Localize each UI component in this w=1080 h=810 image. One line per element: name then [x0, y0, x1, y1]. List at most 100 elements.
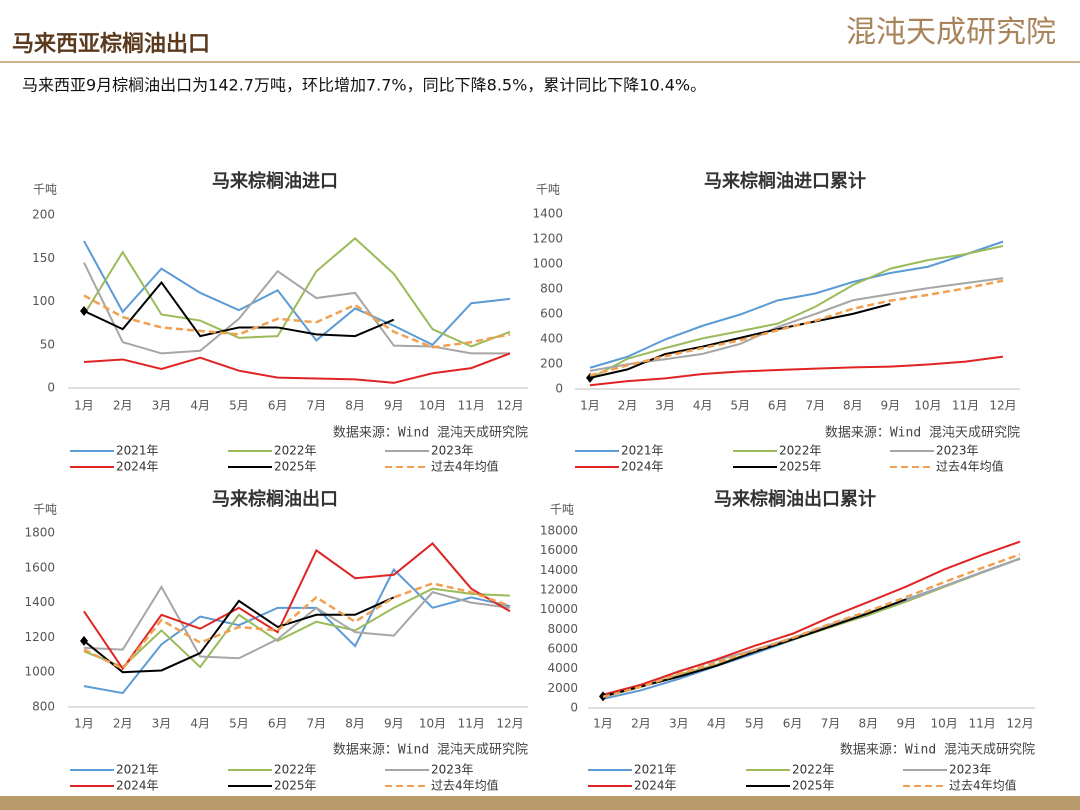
series-line: [589, 303, 891, 379]
x-tick-label: 7月: [821, 717, 841, 731]
source: 数据来源：Wind 混沌天成研究院: [333, 426, 528, 441]
legend-label: 2022年: [274, 444, 317, 458]
legend-label: 过去4年均值: [936, 459, 1004, 474]
legend-label: 过去4年均值: [431, 778, 499, 793]
legend-label: 2025年: [792, 779, 835, 793]
y-tick-label: 200: [540, 357, 563, 371]
legend-label: 2023年: [431, 763, 474, 777]
legend-label: 2022年: [274, 763, 317, 777]
x-tick-label: 9月: [896, 717, 916, 731]
y-tick-label: 18000: [540, 524, 578, 538]
x-tick-label: 3月: [669, 717, 689, 731]
y-tick-label: 1200: [532, 232, 563, 246]
x-tick-label: 5月: [229, 717, 249, 731]
legend-label: 2025年: [779, 460, 822, 474]
y-tick-label: 14000: [540, 563, 578, 577]
y-tick-label: 8000: [547, 622, 578, 636]
x-tick-label: 8月: [843, 399, 863, 413]
x-tick-label: 7月: [307, 717, 327, 731]
x-tick-label: 2月: [113, 717, 133, 731]
x-tick-label: 5月: [730, 399, 750, 413]
y-tick-label: 2000: [547, 681, 578, 695]
series-line: [589, 245, 1004, 380]
chart-title: 马来棕榈油出口累计: [714, 488, 876, 510]
x-tick-label: 7月: [307, 399, 327, 413]
x-tick-label: 10月: [914, 399, 941, 413]
x-tick-label: 2月: [631, 717, 651, 731]
legend-label: 2021年: [634, 763, 677, 777]
x-tick-label: 1月: [74, 717, 94, 731]
series-line: [602, 553, 1021, 699]
x-tick-label: 8月: [859, 717, 879, 731]
y-tick-label: 100: [32, 294, 55, 308]
y-tick-label: 1600: [24, 560, 55, 574]
x-tick-label: 4月: [707, 717, 727, 731]
summary: 马来西亚9月棕榈油出口为142.7万吨，环比增加7.7%，同比下降8.5%，累计…: [22, 76, 706, 95]
y-tick-label: 12000: [540, 583, 578, 597]
x-tick-label: 3月: [152, 717, 172, 731]
page-title: 马来西亚棕榈油出口: [12, 31, 210, 57]
legend-label: 2023年: [431, 444, 474, 458]
series-line: [83, 542, 511, 671]
y-tick-label: 50: [40, 337, 55, 351]
series-line: [83, 352, 511, 384]
x-tick-label: 2月: [113, 399, 133, 413]
x-tick-label: 7月: [805, 399, 825, 413]
legend-label: 2022年: [792, 763, 835, 777]
chart-title: 马来棕榈油进口累计: [704, 170, 866, 192]
x-tick-label: 5月: [229, 399, 249, 413]
x-tick-label: 9月: [881, 399, 901, 413]
legend-label: 2025年: [274, 779, 317, 793]
series-line: [589, 240, 1004, 369]
x-tick-label: 4月: [190, 399, 210, 413]
series-line: [83, 240, 511, 346]
series-line: [83, 262, 510, 355]
y-unit: 千吨: [536, 183, 560, 197]
chart-title: 马来棕榈油出口: [212, 488, 338, 510]
series-line: [83, 237, 511, 348]
legend-label: 过去4年均值: [431, 459, 499, 474]
y-tick-label: 800: [540, 282, 563, 296]
series-line: [602, 557, 1021, 700]
legend-label: 2022年: [779, 444, 822, 458]
series-line: [589, 355, 1004, 387]
x-tick-label: 12月: [989, 399, 1016, 413]
x-tick-label: 4月: [693, 399, 713, 413]
x-tick-label: 8月: [345, 399, 365, 413]
legend-label: 2024年: [116, 460, 159, 474]
x-tick-label: 11月: [952, 399, 979, 413]
series-line: [83, 584, 511, 660]
series-line: [83, 567, 511, 695]
y-tick-label: 16000: [540, 543, 578, 557]
y-tick-label: 0: [47, 381, 55, 395]
x-tick-label: 11月: [968, 717, 995, 731]
x-tick-label: 6月: [268, 717, 288, 731]
logo: 混沌天成研究院: [846, 15, 1056, 50]
legend-label: 2023年: [949, 763, 992, 777]
y-tick-label: 1000: [24, 665, 55, 679]
x-tick-label: 12月: [496, 717, 523, 731]
x-tick-label: 6月: [768, 399, 788, 413]
legend-label: 2024年: [621, 460, 664, 474]
y-tick-label: 4000: [547, 661, 578, 675]
y-tick-label: 1800: [24, 526, 55, 540]
series-line: [589, 279, 1004, 377]
y-unit: 千吨: [550, 503, 574, 517]
start-marker: [80, 635, 88, 646]
legend-label: 2021年: [621, 444, 664, 458]
y-tick-label: 1400: [532, 207, 563, 221]
x-tick-label: 5月: [745, 717, 765, 731]
source: 数据来源：Wind 混沌天成研究院: [825, 426, 1020, 441]
series-line: [602, 598, 907, 698]
x-tick-label: 8月: [345, 717, 365, 731]
y-tick-label: 1200: [24, 630, 55, 644]
x-tick-label: 6月: [783, 717, 803, 731]
y-tick-label: 800: [32, 700, 55, 714]
y-tick-label: 600: [540, 307, 563, 321]
source: 数据来源：Wind 混沌天成研究院: [840, 743, 1035, 758]
y-tick-label: 0: [570, 701, 578, 715]
series-line: [83, 582, 511, 671]
chart-title: 马来棕榈油进口: [212, 170, 338, 192]
y-tick-label: 150: [32, 251, 55, 265]
